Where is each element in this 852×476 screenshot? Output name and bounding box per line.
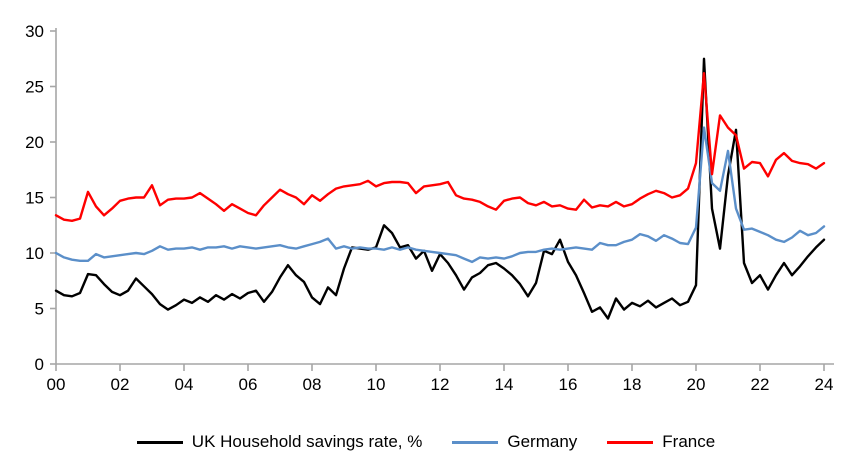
x-tick-label: 18 — [623, 375, 642, 394]
france-line-swatch — [607, 440, 654, 444]
y-tick-label: 0 — [35, 355, 44, 374]
x-tick-label: 10 — [367, 375, 386, 394]
x-tick-label: 00 — [47, 375, 66, 394]
y-tick-label: 30 — [25, 22, 44, 41]
germany-line-swatch — [452, 440, 499, 444]
legend-item-france: France — [607, 432, 715, 452]
x-tick-label: 22 — [751, 375, 770, 394]
x-tick-label: 16 — [559, 375, 578, 394]
y-tick-label: 5 — [35, 300, 44, 319]
uk-line-swatch — [136, 440, 183, 444]
legend-label-france: France — [662, 432, 716, 451]
y-tick-label: 25 — [25, 78, 44, 97]
y-tick-label: 20 — [25, 133, 44, 152]
x-tick-label: 08 — [303, 375, 322, 394]
series-line-2 — [54, 71, 826, 223]
legend-item-germany: Germany — [452, 432, 577, 452]
line-chart: 0 5 10 15 20 25 30 00 02 04 06 08 10 12 14 16 18 20 22 24 — [25, 22, 834, 394]
legend-label-uk: UK Household savings rate, % — [191, 432, 423, 451]
x-tick-label: 12 — [431, 375, 450, 394]
legend-label-germany: Germany — [507, 432, 578, 451]
x-tick-label: 24 — [815, 375, 834, 394]
y-tick-label: 10 — [25, 244, 44, 263]
legend-item-uk: UK Household savings rate, % — [136, 432, 423, 452]
x-tick-label: 02 — [111, 375, 130, 394]
series-line-1 — [54, 126, 826, 264]
y-tick-label: 15 — [25, 189, 44, 208]
x-tick-label: 14 — [495, 375, 514, 394]
x-tick-label: 20 — [687, 375, 706, 394]
x-tick-label: 04 — [175, 375, 194, 394]
chart-legend: UK Household savings rate, % Germany Fra… — [0, 424, 852, 460]
series-line-0 — [54, 57, 826, 320]
x-tick-label: 06 — [239, 375, 258, 394]
